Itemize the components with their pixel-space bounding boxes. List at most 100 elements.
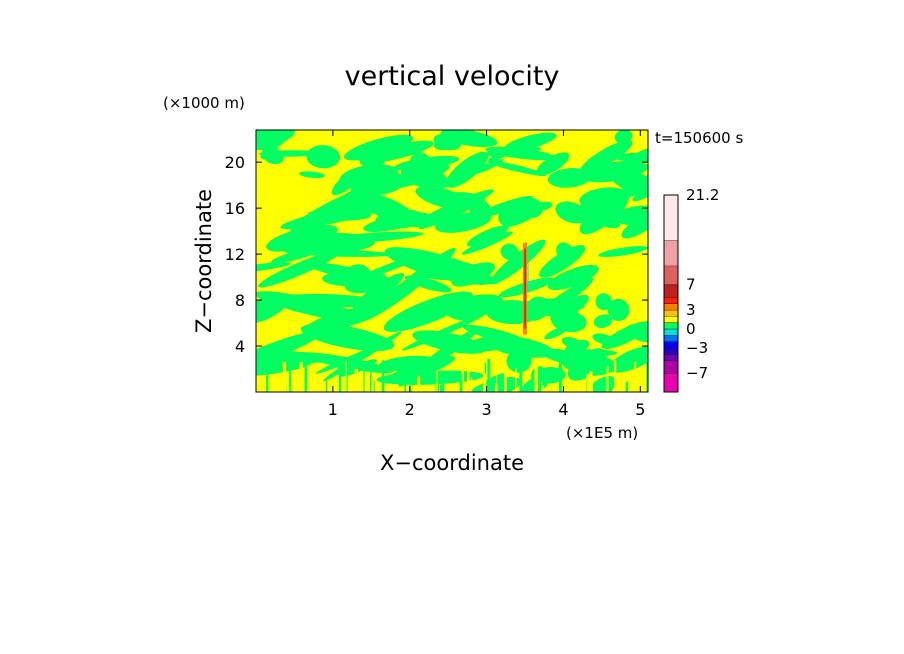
green-region [258,250,341,288]
low-level-streak [261,382,264,392]
low-level-streak [442,380,445,392]
low-level-streak [370,363,372,392]
x-unit-label: (×1E5 m) [566,424,638,442]
low-level-streak [363,370,365,392]
field-streaks [523,242,529,335]
green-region [375,209,425,229]
green-region [320,231,424,244]
low-level-streak [459,373,463,392]
x-tick-label: 1 [328,400,338,419]
green-region [461,231,514,255]
green-region [506,348,532,373]
low-level-streak [404,366,406,392]
low-level-streak [634,361,637,392]
y-axis: 4 8 12 16 20 [225,153,648,356]
x-axis: 1 2 3 4 5 [328,130,645,419]
y-axis-title: Z−coordinate [192,189,216,333]
contour-field [256,130,648,392]
low-level-streak [559,357,563,392]
green-region [387,355,456,382]
low-level-streak [483,373,487,392]
green-region [445,151,489,188]
green-region [547,168,592,188]
low-level-streak [589,371,593,392]
low-level-streak [487,358,491,392]
colorbar: 21.2 7 30−3 −7 [663,186,719,393]
green-region [404,275,452,293]
green-region [595,293,613,311]
green-region [500,243,519,260]
green-region [580,160,648,183]
colorbar-level [664,328,678,336]
green-region [256,130,295,151]
green-region [375,279,416,307]
low-level-streak [504,372,507,392]
green-region [579,191,630,235]
low-level-streak [345,360,347,392]
green-region [504,132,557,151]
colorbar-level [664,195,678,241]
colorbar-level [664,303,678,310]
green-region [476,195,534,218]
green-region [344,264,372,288]
y-tick-label: 12 [225,245,245,264]
x-axis-title: X−coordinate [380,451,524,475]
green-region [383,291,474,332]
green-region [466,225,509,247]
low-level-streak [525,385,528,392]
green-region [485,146,556,161]
low-level-streak [564,384,567,392]
low-level-streak [606,366,609,392]
y-unit-label: (×1000 m) [163,94,245,112]
colorbar-tick-label: 3 [686,301,696,319]
green-region [323,331,402,382]
low-level-streak [515,368,517,392]
green-region [299,171,325,179]
low-level-streak [625,381,629,392]
low-level-streak [541,381,543,392]
green-region [607,298,630,321]
low-level-streak [542,386,544,392]
low-level-streak [381,360,385,392]
colorbar-level [664,240,678,266]
updraft-peak [524,248,526,329]
green-region [614,130,633,144]
low-level-streak [616,376,619,392]
green-region [306,145,340,169]
green-region [561,337,582,348]
green-region [256,330,323,369]
colorbar-level [664,347,678,355]
low-level-streak [495,383,498,392]
colorbar-level [664,284,678,298]
green-region [290,185,378,233]
green-region [487,160,547,176]
low-level-streak [338,356,340,392]
colorbar-level [664,316,678,323]
colorbar-level [664,297,678,304]
green-region [632,182,648,202]
green-region [358,144,388,169]
green-region [528,296,552,315]
green-region [270,245,328,264]
green-region [401,312,488,351]
green-region [593,314,613,329]
x-tick-label: 4 [558,400,568,419]
y-tick-label: 8 [235,291,245,310]
green-region [440,130,498,148]
green-region [609,346,648,373]
colorbar-tick-label: −7 [686,364,708,382]
green-region [256,262,291,274]
y-tick-label: 16 [225,199,245,218]
green-region [544,326,568,340]
green-region [260,144,279,160]
low-level-streak [299,362,303,392]
green-region [410,160,434,184]
green-region [256,293,291,324]
x-tick-label: 2 [405,400,415,419]
green-region [547,264,599,291]
low-level-streak [461,365,464,392]
low-level-streak [467,366,470,392]
low-level-streak [470,377,473,392]
downdraft-edge [527,262,529,293]
low-level-streak [591,379,594,392]
